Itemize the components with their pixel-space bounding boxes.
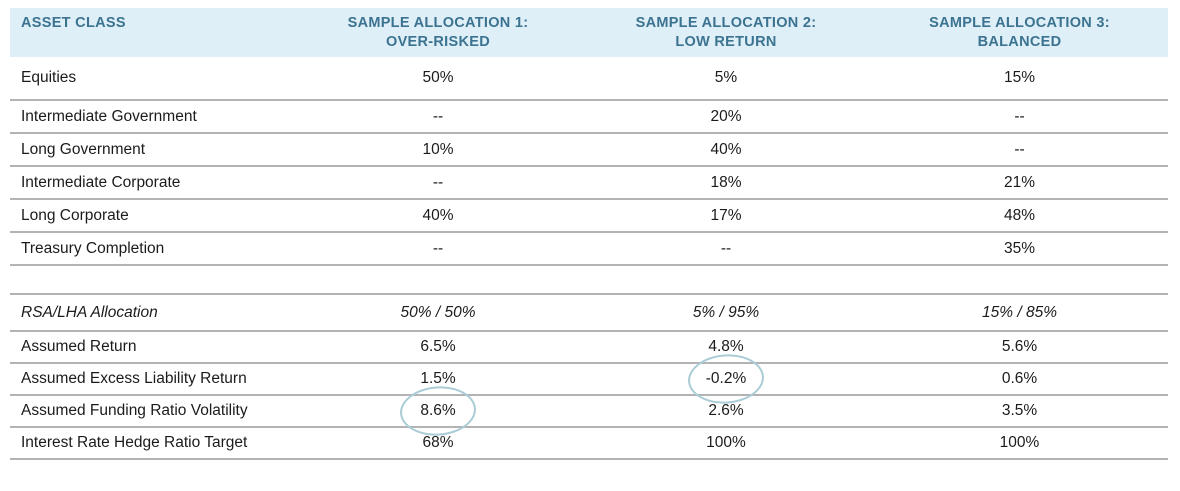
highlighted-value: -0.2% xyxy=(686,351,766,407)
column-header-sample-allocation-1: SAMPLE ALLOCATION 1: OVER-RISKED xyxy=(295,8,581,57)
value-cell: 15% xyxy=(871,57,1168,101)
row-label: Interest Rate Hedge Ratio Target xyxy=(10,427,295,460)
table-row: Interest Rate Hedge Ratio Target 68% 100… xyxy=(10,427,1168,460)
value-cell: -- xyxy=(295,100,581,134)
column-header-line2: OVER-RISKED xyxy=(385,34,490,50)
value-cell: 21% xyxy=(871,166,1168,200)
value-cell: 5% xyxy=(581,57,871,101)
value-cell: -- xyxy=(295,232,581,266)
value-cell: 40% xyxy=(295,199,581,233)
row-label: Long Government xyxy=(10,133,295,167)
column-header-line1: SAMPLE ALLOCATION 3: xyxy=(929,15,1110,31)
value-cell: -- xyxy=(871,133,1168,167)
column-header-line2: LOW RETURN xyxy=(675,34,777,50)
row-label: RSA/LHA Allocation xyxy=(10,293,295,332)
value-cell: -0.2% xyxy=(581,351,871,407)
value-cell: 5% / 95% xyxy=(581,293,871,332)
table-row: Treasury Completion -- -- 35% xyxy=(10,232,1168,266)
value-cell: 18% xyxy=(581,166,871,200)
highlighted-value: 8.6% xyxy=(398,383,478,439)
table-row: Long Government 10% 40% -- xyxy=(10,133,1168,167)
value-cell: 2.6% xyxy=(581,395,871,428)
row-label: Intermediate Corporate xyxy=(10,166,295,200)
row-label: Equities xyxy=(10,57,295,101)
value-cell: 48% xyxy=(871,199,1168,233)
row-label: Assumed Funding Ratio Volatility xyxy=(10,395,295,428)
value-cell: 68% xyxy=(295,427,581,460)
value-cell: 50% xyxy=(295,57,581,101)
column-header-sample-allocation-2: SAMPLE ALLOCATION 2: LOW RETURN xyxy=(581,8,871,57)
row-label: Assumed Return xyxy=(10,331,295,364)
column-header-label: ASSET CLASS xyxy=(21,15,126,31)
value-cell: 6.5% xyxy=(295,331,581,364)
value-cell: -- xyxy=(581,232,871,266)
row-label: Assumed Excess Liability Return xyxy=(10,363,295,396)
value-cell: 15% / 85% xyxy=(871,293,1168,332)
table-row: Assumed Excess Liability Return 1.5% -0.… xyxy=(10,351,1168,407)
value-cell: 35% xyxy=(871,232,1168,266)
column-header-asset-class: ASSET CLASS xyxy=(10,8,295,57)
value-cell: 40% xyxy=(581,133,871,167)
value-cell: 5.6% xyxy=(871,331,1168,364)
value-cell: 0.6% xyxy=(871,363,1168,396)
row-label: Intermediate Government xyxy=(10,100,295,134)
column-header-line1: SAMPLE ALLOCATION 2: xyxy=(635,15,817,31)
value-cell: 3.5% xyxy=(871,395,1168,428)
value-text: -0.2% xyxy=(705,370,747,387)
asset-allocation-table: ASSET CLASS SAMPLE ALLOCATION 1: OVER-RI… xyxy=(10,8,1168,460)
value-cell: 50% / 50% xyxy=(295,293,581,332)
column-header-line2: BALANCED xyxy=(977,34,1062,50)
value-cell: 4.8% xyxy=(581,331,871,364)
value-cell: 17% xyxy=(581,199,871,233)
table-row: Long Corporate 40% 17% 48% xyxy=(10,199,1168,233)
row-label: Long Corporate xyxy=(10,199,295,233)
allocation-comparison-table: ASSET CLASS SAMPLE ALLOCATION 1: OVER-RI… xyxy=(10,8,1168,460)
value-cell: 8.6% xyxy=(295,383,581,439)
column-header-sample-allocation-3: SAMPLE ALLOCATION 3: BALANCED xyxy=(871,8,1168,57)
table-row: Assumed Return 6.5% 4.8% 5.6% xyxy=(10,331,1168,364)
value-cell: 10% xyxy=(295,133,581,167)
column-header-line1: SAMPLE ALLOCATION 1: xyxy=(347,15,529,31)
value-text: 8.6% xyxy=(420,402,456,419)
value-cell: 1.5% xyxy=(295,363,581,396)
table-row: Intermediate Corporate -- 18% 21% xyxy=(10,166,1168,200)
value-cell: -- xyxy=(871,100,1168,134)
value-cell: 20% xyxy=(581,100,871,134)
value-cell: -- xyxy=(295,166,581,200)
value-cell: 100% xyxy=(581,427,871,460)
spacer-row xyxy=(10,265,1168,294)
table-row: Intermediate Government -- 20% -- xyxy=(10,100,1168,134)
header-row: ASSET CLASS SAMPLE ALLOCATION 1: OVER-RI… xyxy=(10,8,1168,57)
value-cell: 100% xyxy=(871,427,1168,460)
table-row: RSA/LHA Allocation 50% / 50% 5% / 95% 15… xyxy=(10,293,1168,332)
row-label: Treasury Completion xyxy=(10,232,295,266)
table-row: Equities 50% 5% 15% xyxy=(10,57,1168,101)
table-row: Assumed Funding Ratio Volatility 8.6% 2.… xyxy=(10,383,1168,439)
